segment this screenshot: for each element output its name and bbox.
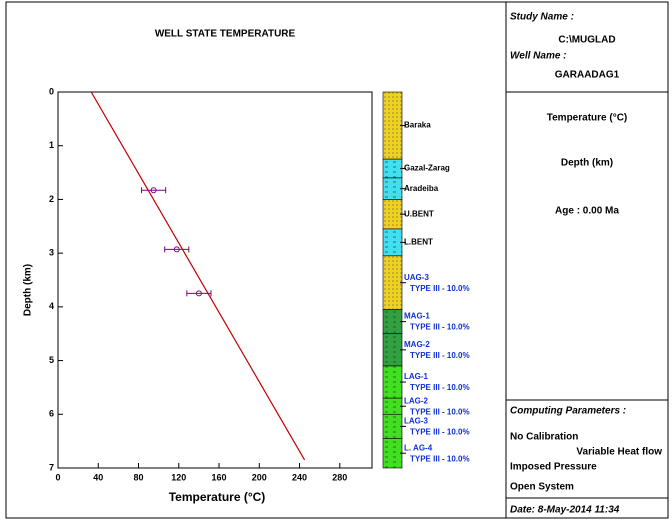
formation-name: LAG-3 — [404, 416, 429, 425]
formation-name: Baraka — [404, 121, 431, 130]
formation-pattern — [383, 228, 402, 256]
y-tick-label: 1 — [49, 140, 54, 150]
x-axis-label: Temperature (°C) — [169, 490, 266, 504]
formation-name: Aradeiba — [404, 184, 439, 193]
x-tick-label: 40 — [93, 472, 103, 482]
y-tick-label: 4 — [49, 301, 54, 311]
y-tick-label: 0 — [49, 86, 54, 96]
formation-name: Gazal-Zarag — [404, 164, 450, 173]
computing-title: Computing Parameters : — [510, 406, 626, 417]
x-tick-label: 80 — [134, 472, 144, 482]
temperature-line — [90, 91, 306, 461]
formation-pattern — [383, 159, 402, 178]
formation-name: L. AG-4 — [404, 443, 433, 452]
formation-name: MAG-1 — [404, 312, 430, 321]
x-tick-label: 160 — [212, 472, 227, 482]
study-name: C:\MUGLAD — [558, 35, 615, 46]
param: No Calibration — [510, 432, 578, 443]
kerogen: TYPE III - 10.0% — [410, 383, 470, 392]
x-tick-label: 0 — [55, 472, 60, 482]
well-name-label: Well Name : — [510, 51, 567, 62]
formation-name: LAG-2 — [404, 396, 429, 405]
plot-frame — [57, 91, 373, 469]
depth-unit: Depth (km) — [561, 158, 613, 169]
kerogen: TYPE III - 10.0% — [410, 323, 470, 332]
param: Variable Heat flow — [576, 447, 662, 458]
y-tick-label: 7 — [49, 462, 54, 472]
x-tick-label: 280 — [332, 472, 347, 482]
well-name: GARAADAG1 — [555, 70, 620, 81]
formation-pattern — [383, 414, 402, 439]
formation-name: U.BENT — [404, 209, 434, 218]
kerogen: TYPE III - 10.0% — [410, 407, 470, 416]
formation-name: UAG-3 — [404, 273, 429, 282]
formation-name: LAG-1 — [404, 372, 429, 381]
x-tick-label: 240 — [292, 472, 307, 482]
measurement — [150, 187, 157, 194]
y-tick-label: 2 — [49, 194, 54, 204]
x-tick-label: 200 — [252, 472, 267, 482]
y-tick-label: 5 — [49, 355, 54, 365]
formation-name: MAG-2 — [404, 340, 430, 349]
measurement — [173, 246, 180, 253]
formation-pattern — [383, 92, 402, 160]
kerogen: TYPE III - 10.0% — [410, 427, 470, 436]
measurement — [195, 290, 202, 297]
kerogen: TYPE III - 10.0% — [410, 454, 470, 463]
error-bar — [141, 187, 167, 194]
formation-pattern — [383, 199, 402, 229]
x-tick-label: 120 — [171, 472, 186, 482]
error-bar — [186, 290, 212, 297]
formation-pattern — [383, 309, 402, 334]
chart-title: WELL STATE TEMPERATURE — [155, 29, 296, 40]
study-name-label: Study Name : — [510, 12, 574, 23]
kerogen: TYPE III - 10.0% — [410, 351, 470, 360]
formation-pattern — [383, 333, 402, 366]
age: Age : 0.00 Ma — [555, 206, 619, 217]
param: Imposed Pressure — [510, 462, 597, 473]
y-axis-label: Depth (km) — [23, 264, 34, 316]
param: Open System — [510, 482, 574, 493]
error-bar — [164, 246, 190, 253]
formation-pattern — [383, 177, 402, 200]
frame — [5, 1, 669, 519]
formation-pattern — [383, 365, 402, 399]
property: Temperature (°C) — [547, 113, 628, 124]
formation-pattern — [383, 255, 402, 310]
formation-pattern — [383, 438, 402, 468]
formation-pattern — [383, 398, 402, 415]
y-tick-label: 3 — [49, 248, 54, 258]
y-tick-label: 6 — [49, 409, 54, 419]
date: Date: 8-May-2014 11:34 — [510, 505, 620, 516]
formation-name: L.BENT — [404, 238, 433, 247]
kerogen: TYPE III - 10.0% — [410, 284, 470, 293]
